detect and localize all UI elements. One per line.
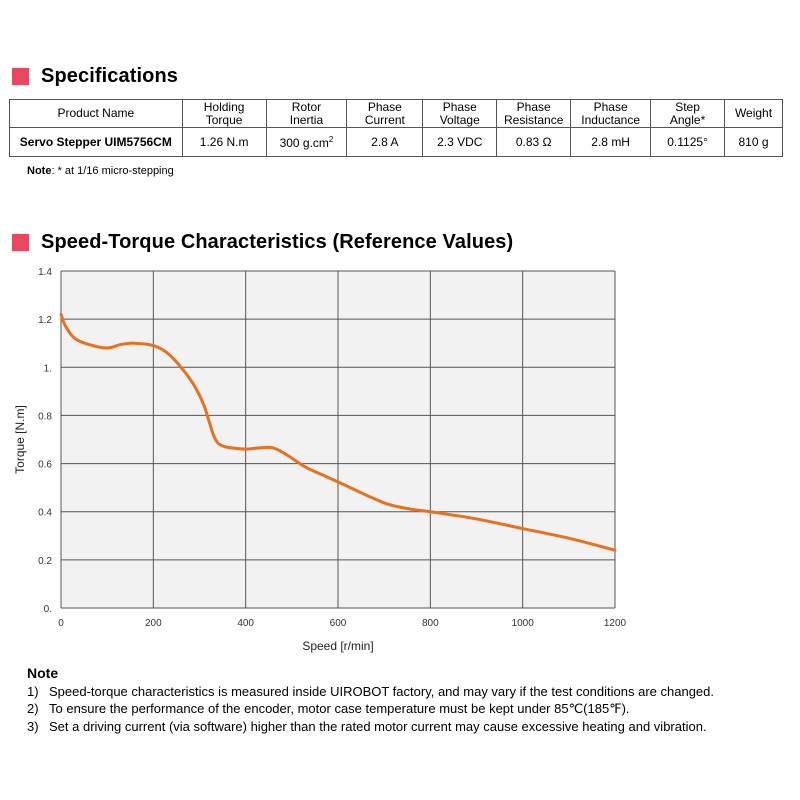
specifications-note: Note: * at 1/16 micro-stepping [27,165,174,177]
x-tick-label: 600 [330,618,347,629]
notes-section: Note 1) Speed-torque characteristics is m… [27,665,714,735]
specifications-table: Product Name Holding Torque Rotor Inerti… [9,99,783,157]
speed-torque-heading: Speed-Torque Characteristics (Reference … [12,231,513,254]
specifications-heading: Specifications [12,65,178,88]
rotor-inertia-value: 300 g.cm [279,135,329,150]
list-item: 2) To ensure the performance of the encod… [27,700,714,718]
cell-weight: 810 g [724,127,783,157]
header-rotor-inertia: Rotor Inertia [265,99,348,128]
note-number: 3) [27,718,39,734]
y-tick-label: 0.2 [38,556,52,567]
cell-phase-resistance: 0.83 Ω [496,127,572,157]
list-item: 3) Set a driving current (via software) h… [27,718,714,736]
x-tick-label: 400 [237,618,254,629]
y-tick-label: 1.2 [38,315,52,326]
y-tick-label: 1.4 [38,267,52,278]
specifications-title: Specifications [41,65,178,87]
note-text: Set a driving current (via software) hig… [49,718,707,734]
rotor-inertia-superscript: 2 [328,134,334,144]
y-tick-label: 1. [44,363,52,374]
speed-torque-chart: 0. 0.2 0.4 0.6 0.8 1. 1.2 1.4 0 200 400 600 800 1000 1… [13,267,627,653]
header-phase-current: Phase Current [346,99,424,128]
y-axis-label: Torque [N.m] [13,405,27,474]
cell-phase-voltage: 2.3 VDC [422,127,498,157]
x-tick-label: 800 [422,618,439,629]
y-tick-label: 0.8 [38,411,52,422]
x-tick-label: 1000 [512,618,535,629]
cell-phase-inductance: 2.8 mH [570,127,652,157]
note-number: 2) [27,701,39,716]
speed-torque-title: Speed-Torque Characteristics (Reference … [41,231,514,253]
cell-product-name: Servo Stepper UIM5756CM [9,127,183,157]
table-row: Servo Stepper UIM5756CM 1.26 N.m 300 g.c… [9,127,783,157]
header-weight: Weight [724,99,783,128]
header-step-angle: Step Angle* [650,99,726,128]
y-tick-label: 0. [44,604,52,615]
table-header-row: Product Name Holding Torque Rotor Inerti… [9,99,783,128]
list-item: 1) Speed-torque characteristics is measur… [27,683,714,701]
header-phase-inductance: Phase Inductance [570,99,652,128]
cell-rotor-inertia: 300 g.cm2 [265,127,348,157]
cell-holding-torque: 1.26 N.m [181,127,267,157]
notes-list: 1) Speed-torque characteristics is measur… [27,683,714,736]
header-phase-voltage: Phase Voltage [422,99,498,128]
x-tick-label: 1200 [604,618,627,629]
x-axis-label: Speed [r/min] [302,639,373,653]
note-text: Speed-torque characteristics is measured… [49,683,714,699]
y-tick-label: 0.4 [38,508,52,519]
header-phase-resistance: Phase Resistance [496,99,572,128]
x-tick-label: 0 [58,618,64,629]
note-label: Note [27,165,52,177]
note-number: 1) [27,683,39,699]
note-text: : * at 1/16 micro-stepping [51,165,174,177]
cell-step-angle: 0.1125° [650,127,726,157]
header-holding-torque: Holding Torque [181,99,267,128]
y-tick-label: 0.6 [38,460,52,471]
notes-heading: Note [27,665,59,681]
section-marker [12,234,29,251]
note-text: To ensure the performance of the encoder… [49,701,630,716]
x-tick-label: 200 [145,618,162,629]
header-product-name: Product Name [9,99,183,128]
torque-series-line [59,312,617,552]
cell-phase-current: 2.8 A [346,127,424,157]
section-marker [12,68,29,85]
